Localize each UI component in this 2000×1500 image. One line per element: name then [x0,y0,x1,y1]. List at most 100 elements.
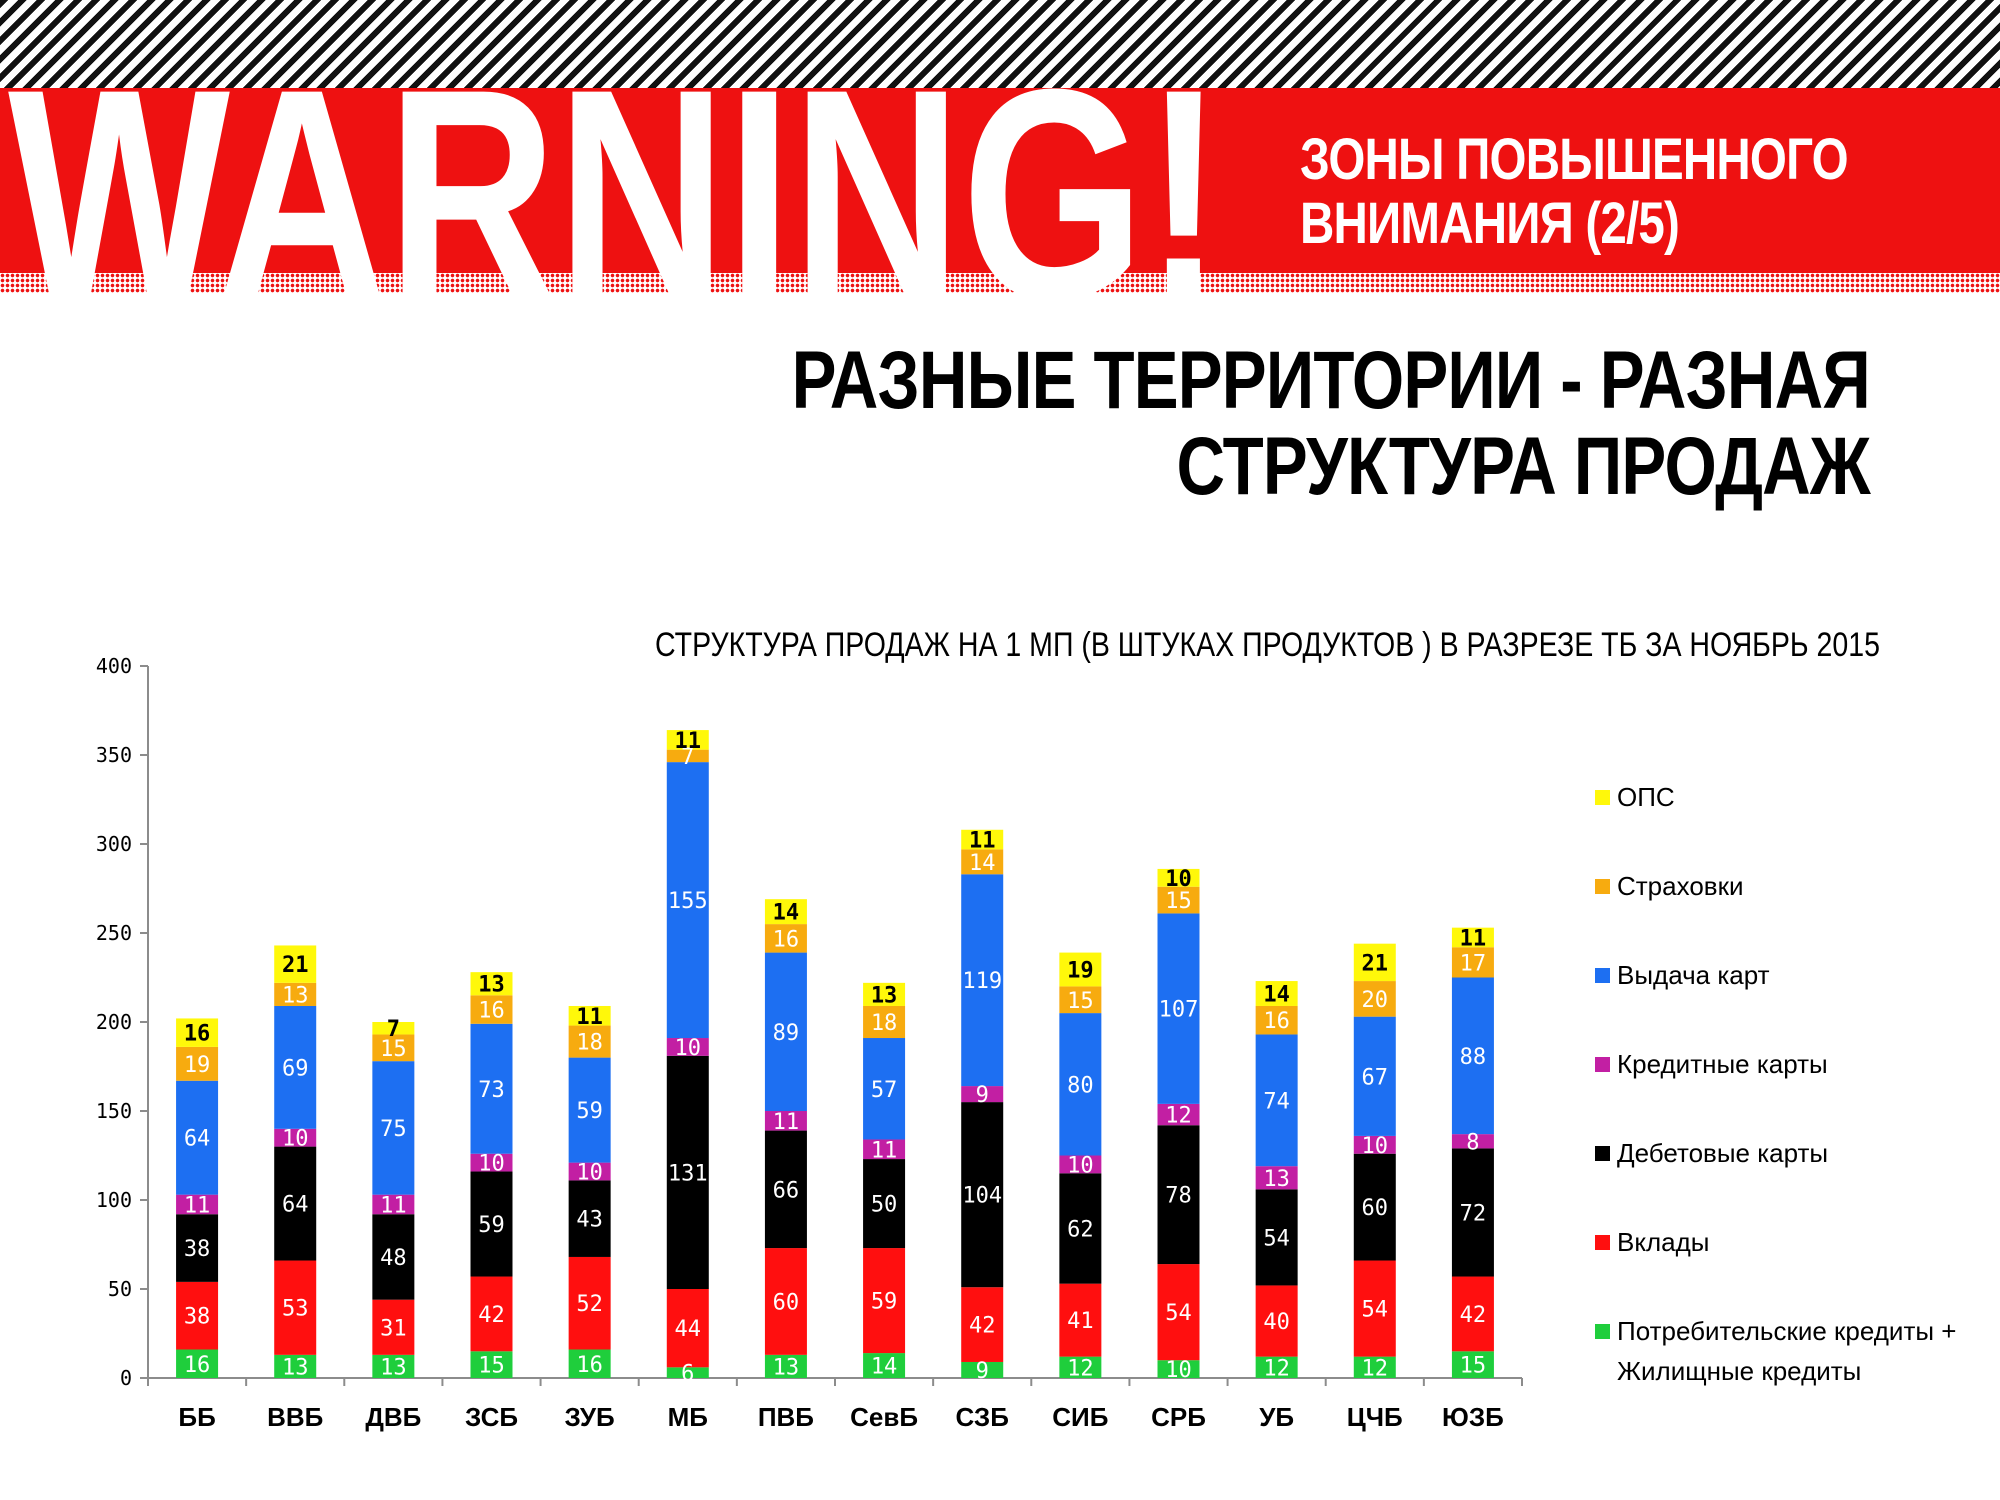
bar-segment [666,730,709,750]
legend-label-line: Жилищные кредиты [1617,1356,1861,1386]
header-subtitle-line2: ВНИМАНИЯ (2/5) [1300,191,1680,256]
bar-segment [176,1018,219,1047]
bar-segment [470,1171,513,1277]
data-label: 48 [380,1246,407,1271]
data-label: 40 [1263,1310,1290,1335]
bar-segment [274,1354,317,1378]
data-label: 64 [282,1193,309,1218]
bar-segment [1059,1155,1102,1174]
y-tick-label: 350 [96,743,132,767]
bar-segment [764,952,807,1111]
data-label: 8 [1466,1130,1479,1155]
header-subtitle-line1: ЗОНЫ ПОВЫШЕННОГО [1300,127,1849,192]
data-label: 52 [576,1292,603,1317]
bar-segment [372,1022,415,1035]
bar-segment [176,1349,219,1378]
x-tick-label: ПВБ [758,1402,814,1432]
bar-segment [1353,1153,1396,1261]
bar-segment [1353,1356,1396,1378]
bar-segment [863,1159,906,1249]
data-label: 11 [969,829,996,854]
data-label: 11 [773,1110,800,1135]
bar-segment [666,1367,709,1378]
data-label: 7 [387,1017,400,1042]
bar-segment [666,1289,709,1368]
data-label: 11 [576,1005,603,1030]
bar-segment [176,1194,219,1215]
data-label: 88 [1460,1045,1487,1070]
legend-swatch [1595,1324,1610,1339]
bar-segment [1255,1189,1298,1286]
data-label: 10 [478,1152,505,1177]
bar-segment [372,1299,415,1355]
x-tick-label: СРБ [1151,1402,1206,1432]
data-label: 10 [282,1127,309,1152]
bar-segment [666,1055,709,1289]
data-label: 54 [1165,1301,1192,1326]
bar-segment [764,899,807,925]
bar-segment [764,1130,807,1249]
bar-segment [1157,1125,1200,1265]
bar-segment [863,1139,906,1160]
header-subtitle: ЗОНЫ ПОВЫШЕННОГО ВНИМАНИЯ (2/5) [1300,127,1849,256]
bar-segment [470,1153,513,1172]
data-label: 9 [976,1083,989,1108]
bar-segment [764,1354,807,1378]
bar-segment [568,1162,611,1181]
bar-segment [1059,1356,1102,1378]
x-tick-label: УБ [1259,1402,1294,1432]
legend-swatch [1595,1146,1610,1161]
data-label: 19 [1067,958,1094,983]
bar-segment [1255,1034,1298,1167]
bar-segment [863,982,906,1006]
x-tick-label: ДВБ [365,1402,421,1432]
bar-segment [1451,1351,1494,1378]
y-tick-label: 200 [96,1010,132,1034]
data-label: 13 [1263,1167,1290,1192]
bar-segment [372,1034,415,1062]
data-label: 19 [184,1053,211,1078]
data-label: 18 [871,1011,898,1036]
data-label: 67 [1362,1065,1389,1090]
data-label: 59 [871,1290,898,1315]
data-label: 119 [962,969,1002,994]
data-label: 21 [1362,951,1389,976]
bar-segment [1451,1148,1494,1277]
data-label: 12 [1165,1104,1192,1129]
bar-segment [961,849,1004,875]
bar-segment [372,1214,415,1300]
bar-segment [274,945,317,983]
data-label: 42 [969,1314,996,1339]
bar-segment [470,995,513,1024]
data-label: 62 [1067,1217,1094,1242]
bar-segment [1157,1264,1200,1361]
page-heading-line2: СТРУКТУРА ПРОДАЖ [1176,421,1871,512]
bar-segment [961,1361,1004,1378]
y-tick-label: 100 [96,1188,132,1212]
data-label: 14 [969,851,996,876]
bar-segment [274,1260,317,1355]
bar-segment [1157,868,1200,887]
data-label: 10 [1165,1358,1192,1383]
data-label: 14 [1263,983,1290,1008]
bar-segment [568,1025,611,1058]
bar-segment [961,1287,1004,1362]
legend-label: ОПС [1617,782,1675,812]
data-label: 15 [1460,1354,1487,1379]
legend-label-line: Потребительские кредиты + [1617,1316,1956,1346]
data-label: 11 [1460,926,1487,951]
legend-label: Вклады [1617,1227,1710,1257]
data-label: 42 [1460,1303,1487,1328]
y-tick-label: 400 [96,654,132,678]
bar-segment [274,1128,317,1147]
data-label: 15 [380,1037,407,1062]
warning-wordmark: WARNING! [8,26,1223,362]
legend-swatch [1595,968,1610,983]
data-label: 16 [1263,1009,1290,1034]
data-label: 14 [871,1355,898,1380]
bar-segment [961,874,1004,1087]
bar-segment [666,1038,709,1056]
sales-structure-chart: СТРУКТУРА ПРОДАЖ НА 1 МП (В ШТУКАХ ПРОДУ… [96,626,1957,1432]
bar-segment [1255,1166,1298,1190]
bar-segment [764,1248,807,1355]
